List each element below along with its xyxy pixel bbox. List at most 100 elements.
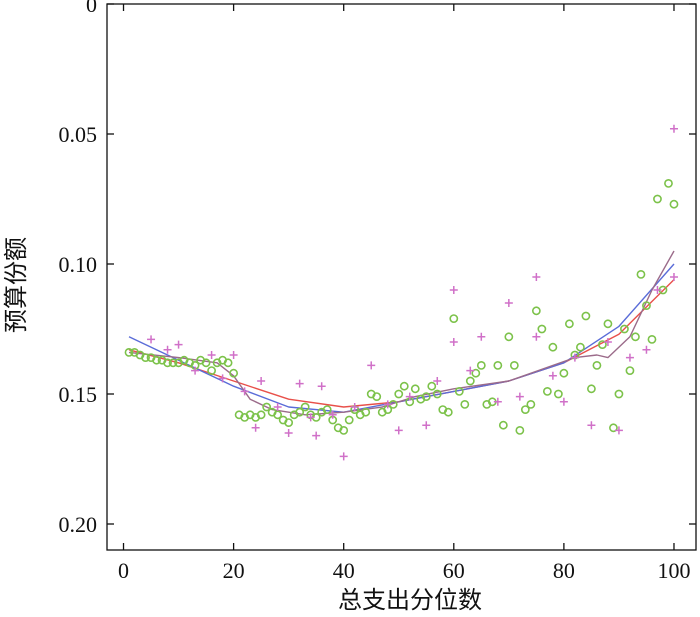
data-point-plus xyxy=(669,124,678,133)
data-point-plus xyxy=(642,345,651,354)
y-tick-label: 0.15 xyxy=(59,382,98,407)
data-point-circle xyxy=(498,420,508,430)
data-point-circle xyxy=(476,360,486,370)
data-point-circle xyxy=(587,384,596,394)
y-tick-label: 0 xyxy=(86,0,97,17)
data-point-circle xyxy=(141,353,150,362)
data-point-circle xyxy=(559,368,569,378)
x-tick-label: 40 xyxy=(333,558,355,583)
data-point-plus xyxy=(284,429,293,437)
data-point-circle xyxy=(642,301,651,310)
data-point-circle xyxy=(471,368,481,378)
data-point-circle xyxy=(542,386,552,396)
data-point-circle xyxy=(636,269,646,279)
data-point-circle xyxy=(284,418,294,427)
data-point-plus xyxy=(383,400,392,409)
data-point-plus xyxy=(218,374,227,383)
data-point-plus xyxy=(532,332,541,341)
x-tick-label: 60 xyxy=(443,558,465,583)
data-point-plus xyxy=(328,410,337,419)
data-point-plus xyxy=(603,338,612,346)
data-point-plus xyxy=(548,371,557,380)
x-axis-title: 总支出分位数 xyxy=(338,586,482,614)
fit-curve-2 xyxy=(128,263,675,413)
data-point-circle xyxy=(399,381,409,391)
data-point-circle xyxy=(515,425,525,435)
data-point-circle xyxy=(273,410,283,420)
data-point-circle xyxy=(300,402,310,412)
data-point-circle xyxy=(421,392,431,401)
data-point-plus xyxy=(191,366,200,375)
data-point-circle xyxy=(553,389,563,399)
data-point-circle xyxy=(256,410,266,420)
data-point-circle xyxy=(493,360,503,370)
data-point-circle xyxy=(201,358,211,368)
data-point-plus xyxy=(504,299,513,307)
data-point-plus xyxy=(350,403,359,411)
data-point-circle xyxy=(124,347,134,357)
data-point-circle xyxy=(229,368,239,378)
data-point-plus xyxy=(422,421,431,430)
data-point-plus xyxy=(653,286,662,294)
x-tick-label: 20 xyxy=(223,558,245,583)
data-point-circle xyxy=(394,389,404,399)
data-point-plus xyxy=(625,353,634,362)
plot-frame xyxy=(106,3,697,551)
data-point-circle xyxy=(526,399,536,409)
data-point-circle xyxy=(576,342,585,352)
data-point-plus xyxy=(570,353,579,362)
data-point-plus xyxy=(532,273,541,281)
data-point-circle xyxy=(647,334,657,344)
data-point-plus xyxy=(295,379,304,388)
data-point-plus xyxy=(163,345,172,354)
data-point-plus xyxy=(339,452,348,461)
data-point-circle xyxy=(520,405,530,414)
data-point-plus xyxy=(251,423,260,432)
data-point-circle xyxy=(669,199,679,209)
data-point-plus xyxy=(312,431,321,440)
data-point-circle xyxy=(372,392,382,401)
fit-curve-3 xyxy=(128,250,675,416)
data-point-circle xyxy=(427,381,437,391)
data-point-plus xyxy=(317,382,326,391)
data-point-plus xyxy=(493,397,502,406)
x-tick-label: 80 xyxy=(553,558,575,583)
data-point-circle xyxy=(460,399,470,409)
data-point-plus xyxy=(367,361,376,370)
data-point-circle xyxy=(614,389,624,399)
x-tick-label: 100 xyxy=(657,558,690,583)
data-point-circle xyxy=(504,332,514,342)
y-axis-title: 预算份额 xyxy=(2,237,30,333)
data-point-plus xyxy=(449,338,458,346)
data-point-circle xyxy=(432,389,442,399)
data-point-circle xyxy=(631,332,640,342)
data-point-circle xyxy=(625,366,635,375)
data-point-circle xyxy=(564,319,574,329)
data-point-circle xyxy=(361,407,371,417)
fitted-curves xyxy=(128,250,675,416)
data-point-circle xyxy=(339,425,349,435)
data-point-circle xyxy=(410,384,420,394)
data-point-circle xyxy=(620,324,629,334)
data-point-plus xyxy=(174,340,183,349)
data-point-plus xyxy=(229,351,238,359)
data-point-circle xyxy=(163,358,172,368)
data-point-circle xyxy=(322,405,332,414)
data-point-plus xyxy=(559,397,568,406)
data-point-circle xyxy=(295,407,305,417)
axes: 0 20 40 60 80 100 0 0.05 0.10 0.15 0.20 xyxy=(59,0,696,583)
data-point-plus xyxy=(273,403,282,411)
data-point-circle xyxy=(664,178,673,188)
data-point-circle xyxy=(537,324,547,334)
data-point-plus xyxy=(449,286,458,294)
data-point-circle xyxy=(548,342,558,352)
y-tick-label: 0.20 xyxy=(59,512,98,537)
data-point-plus xyxy=(433,377,442,385)
data-point-circle xyxy=(168,358,178,368)
data-point-circle xyxy=(509,360,519,370)
data-point-circle xyxy=(262,402,272,412)
data-point-plus xyxy=(257,377,266,385)
data-point-circle xyxy=(443,407,453,417)
x-tick-label: 0 xyxy=(118,558,129,583)
